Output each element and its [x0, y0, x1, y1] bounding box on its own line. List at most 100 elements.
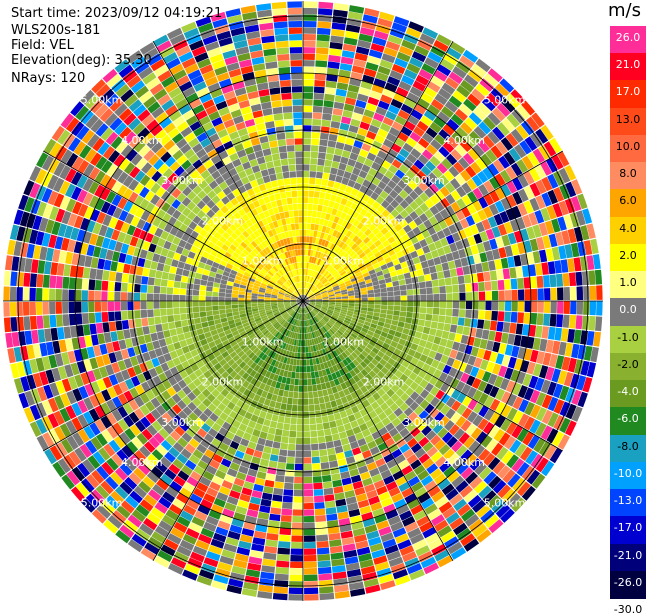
range-gate	[272, 415, 279, 422]
range-gate	[494, 259, 502, 270]
range-gate	[30, 302, 37, 315]
range-gate	[439, 286, 446, 293]
range-gate	[288, 594, 303, 601]
range-gate	[82, 279, 89, 290]
range-gate	[563, 315, 570, 328]
range-gate	[405, 278, 412, 284]
range-gate	[150, 333, 158, 342]
range-gate	[333, 440, 341, 448]
range-gate	[459, 284, 466, 292]
range-gate	[288, 444, 296, 451]
range-gate	[289, 575, 303, 581]
range-gate	[321, 462, 330, 469]
range-gate	[279, 449, 287, 456]
range-gate	[167, 287, 174, 294]
range-gate	[303, 177, 309, 183]
range-gate	[160, 302, 166, 309]
range-gate	[308, 197, 313, 204]
range-gate	[548, 327, 556, 340]
range-gate	[427, 294, 433, 300]
range-gate	[303, 392, 308, 398]
range-gate	[49, 289, 55, 301]
range-gate	[394, 296, 400, 301]
range-gate	[445, 278, 452, 286]
range-gate	[393, 311, 400, 316]
range-gate	[380, 309, 387, 314]
range-gate	[220, 284, 227, 289]
range-gate	[44, 329, 52, 342]
range-gate	[569, 315, 576, 329]
range-gate	[212, 301, 218, 306]
range-gate	[419, 282, 426, 289]
range-gate	[304, 536, 316, 542]
range-gate	[296, 438, 303, 444]
range-gate	[260, 572, 274, 580]
range-gate	[83, 267, 90, 278]
range-gate	[207, 316, 214, 322]
range-gate	[127, 292, 133, 301]
range-gate	[576, 315, 583, 329]
range-gate	[303, 386, 308, 392]
range-gate	[405, 317, 412, 323]
range-gate	[400, 311, 407, 317]
range-gate	[348, 296, 354, 299]
range-gate	[259, 505, 270, 513]
range-gate	[275, 402, 282, 409]
range-gate	[303, 27, 316, 33]
range-gate	[440, 294, 446, 301]
range-gate	[438, 315, 445, 323]
range-gate	[464, 275, 471, 284]
range-gate	[375, 301, 381, 305]
range-gate	[155, 270, 162, 278]
range-gate	[315, 60, 327, 67]
range-gate	[328, 454, 337, 461]
range-gate	[160, 287, 167, 294]
range-gate	[260, 499, 271, 507]
range-gate	[69, 277, 76, 289]
range-gate	[296, 366, 300, 372]
range-gate	[380, 313, 387, 318]
range-gate	[386, 282, 393, 287]
range-gate	[306, 236, 309, 242]
range-gate	[461, 257, 469, 266]
range-gate	[361, 291, 367, 295]
range-gate	[295, 372, 299, 378]
range-gate	[282, 502, 292, 509]
range-gate	[316, 41, 329, 48]
range-gate	[286, 378, 291, 385]
range-gate	[121, 302, 127, 311]
range-gate	[316, 378, 321, 385]
range-gate	[330, 36, 344, 44]
range-gate	[232, 298, 238, 302]
range-gate	[283, 489, 293, 496]
range-gate	[482, 330, 490, 340]
range-gate	[291, 536, 303, 542]
range-gate	[551, 301, 557, 313]
range-gate	[303, 60, 315, 66]
range-gate	[326, 81, 337, 88]
range-gate	[285, 470, 294, 477]
range-gate	[200, 280, 207, 286]
range-gate	[206, 306, 213, 311]
range-gate	[193, 290, 200, 296]
range-gate	[361, 307, 368, 311]
range-gate	[374, 289, 381, 293]
range-gate	[289, 581, 303, 588]
range-gate	[307, 379, 311, 386]
range-gate	[315, 178, 322, 185]
range-gate	[381, 301, 387, 305]
range-gate	[309, 398, 314, 405]
range-gate	[279, 528, 291, 535]
range-gate	[325, 153, 333, 160]
range-gate	[446, 285, 453, 293]
range-gate	[443, 270, 450, 278]
range-gate	[273, 587, 288, 594]
range-gate	[149, 325, 156, 334]
range-gate	[318, 390, 324, 397]
range-gate	[311, 437, 318, 444]
range-gate	[335, 175, 343, 183]
range-gate	[294, 483, 303, 489]
range-gate	[180, 301, 186, 307]
range-gate	[226, 289, 233, 293]
range-gate	[311, 450, 319, 457]
